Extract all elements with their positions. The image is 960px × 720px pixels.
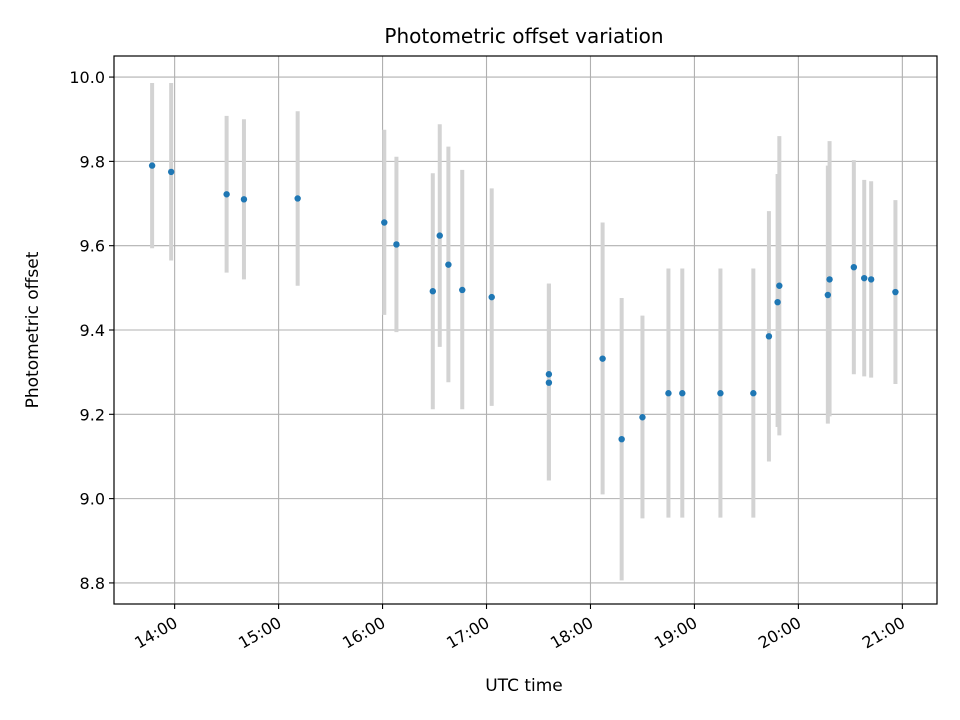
- data-point: [774, 298, 781, 306]
- data-point: [445, 261, 452, 268]
- data-point: [850, 263, 858, 271]
- data-point: [240, 196, 248, 203]
- data-point: [459, 286, 466, 294]
- error-bars: [150, 82, 898, 581]
- y-tick-label: 10.0: [69, 68, 105, 87]
- x-axis: 14:00 15:00 16:00 17:00 18:00 19:00 20:00 21:00: [131, 604, 908, 653]
- y-tick-label: 8.8: [80, 574, 105, 593]
- y-tick-label: 9.6: [80, 237, 105, 256]
- data-point: [824, 291, 832, 299]
- data-point: [488, 293, 495, 301]
- data-point: [665, 390, 672, 397]
- data-point: [861, 274, 868, 282]
- x-tick-label: 17:00: [443, 613, 492, 653]
- data-point: [867, 276, 875, 283]
- data-point: [717, 390, 724, 397]
- y-tick-label: 9.2: [80, 405, 105, 424]
- data-point: [618, 435, 625, 443]
- data-point: [826, 276, 833, 283]
- data-point: [545, 371, 553, 378]
- data-point: [545, 379, 553, 386]
- data-point: [294, 195, 301, 202]
- y-tick-label: 9.4: [80, 321, 105, 340]
- y-axis-label: Photometric offset: [23, 251, 43, 408]
- grid-lines: [114, 56, 937, 604]
- data-point: [393, 241, 400, 248]
- y-tick-label: 9.8: [80, 152, 105, 171]
- data-point: [776, 282, 783, 289]
- data-point: [381, 219, 388, 226]
- data-point: [750, 390, 757, 397]
- data-point: [765, 333, 773, 340]
- x-tick-label: 20:00: [755, 613, 804, 653]
- data-point: [223, 191, 230, 198]
- data-point: [436, 232, 443, 239]
- data-point: [148, 162, 156, 169]
- x-tick-label: 14:00: [131, 613, 180, 653]
- data-points: [148, 162, 899, 443]
- data-point: [679, 390, 686, 397]
- x-tick-label: 15:00: [235, 613, 284, 653]
- data-point: [167, 168, 175, 176]
- data-point: [639, 414, 646, 421]
- x-tick-label: 19:00: [651, 613, 700, 653]
- data-point: [429, 288, 437, 295]
- x-tick-label: 21:00: [859, 613, 908, 653]
- chart-title: Photometric offset variation: [384, 24, 663, 48]
- y-tick-label: 9.0: [80, 490, 105, 509]
- data-point: [599, 355, 606, 362]
- x-tick-label: 18:00: [547, 613, 596, 653]
- data-point: [892, 288, 899, 296]
- x-tick-label: 16:00: [339, 613, 388, 653]
- x-axis-label: UTC time: [485, 676, 563, 696]
- y-axis: 8.8 9.0 9.2 9.4 9.6 9.8 10.0: [69, 68, 114, 593]
